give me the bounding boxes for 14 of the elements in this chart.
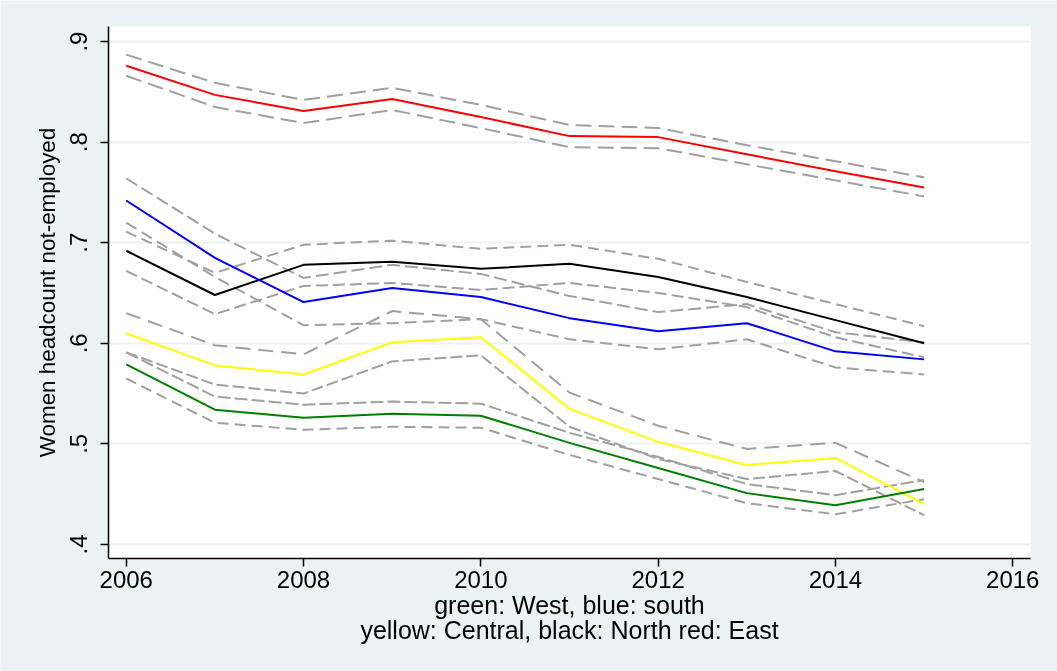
y-tick-label: .8 <box>65 132 93 153</box>
x-tick-label: 2016 <box>986 565 1040 593</box>
x-axis-title: green: West, blue: south yellow: Central, black: North red: East <box>360 590 779 645</box>
x-tick-label: 2008 <box>276 565 331 593</box>
y-tick-label: .5 <box>65 433 93 454</box>
x-tick-label: 2006 <box>99 565 153 593</box>
y-axis-title: Women headcount not-employed <box>34 127 60 458</box>
y-tick-label: .9 <box>65 31 93 52</box>
x-tick-label: 2010 <box>454 565 508 593</box>
x-tick-label: 2012 <box>631 565 685 593</box>
y-tick-label: .7 <box>65 232 93 253</box>
y-tick-label: .6 <box>65 333 93 354</box>
y-tick-label: .4 <box>65 534 93 555</box>
x-tick-label: 2014 <box>808 565 863 593</box>
